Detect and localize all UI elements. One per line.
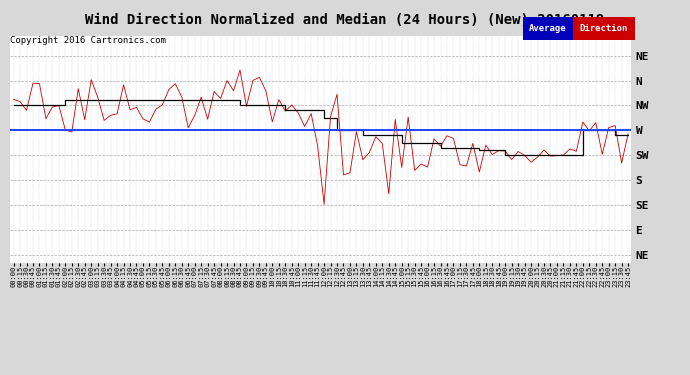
Text: Average: Average [529, 24, 566, 33]
Text: Copyright 2016 Cartronics.com: Copyright 2016 Cartronics.com [10, 36, 166, 45]
Text: Direction: Direction [580, 24, 628, 33]
Text: Wind Direction Normalized and Median (24 Hours) (New) 20160119: Wind Direction Normalized and Median (24… [86, 13, 604, 27]
